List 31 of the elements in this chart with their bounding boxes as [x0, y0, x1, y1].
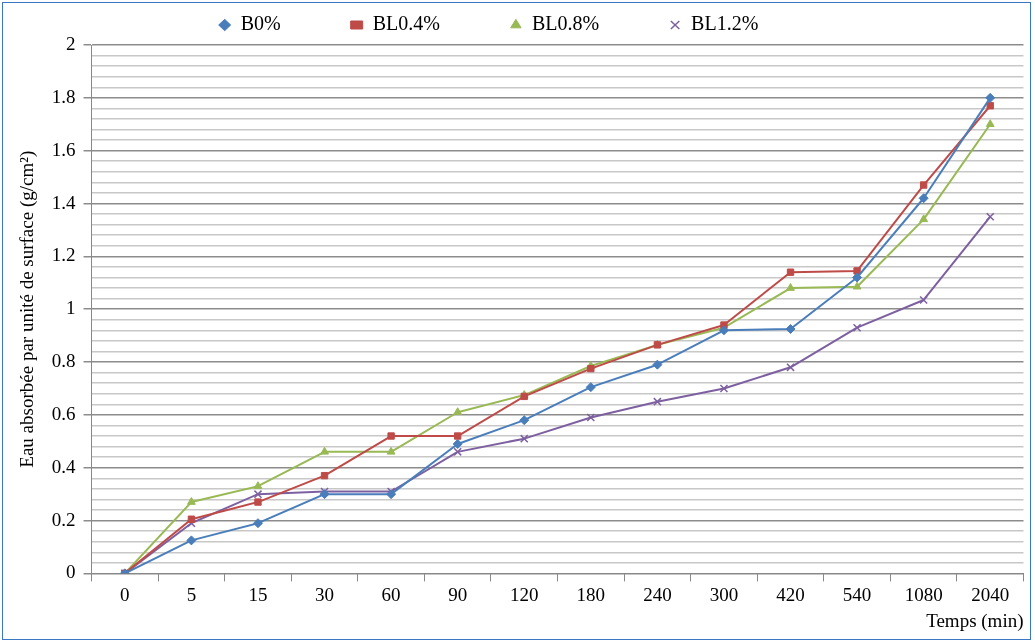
x-tick-label: 1080 [904, 583, 943, 605]
y-tick-label: 2 [66, 32, 76, 54]
y-tick-label: 0.4 [51, 455, 77, 477]
y-tick-label: 1 [66, 297, 76, 319]
y-tick-label: 1.6 [51, 138, 76, 160]
y-tick-label: 1.2 [51, 244, 76, 266]
x-tick-label: 90 [448, 583, 468, 605]
legend-label: BL1.2% [691, 12, 819, 35]
legend-label: BL0.4% [372, 12, 500, 35]
x-tick-label: 540 [842, 583, 872, 605]
legend-label: B0% [240, 12, 341, 35]
x-tick-label: 180 [576, 583, 606, 605]
x-tick-label: 120 [509, 583, 539, 605]
y-tick-label: 1.8 [51, 85, 76, 107]
x-tick-label: 240 [643, 583, 672, 605]
x-tick-label: 5 [186, 583, 197, 605]
x-tick-label: 60 [381, 583, 401, 605]
y-axis-title: Eau absorbée par unité de surface (g/cm²) [16, 150, 39, 468]
legend-label: BL0.8% [531, 12, 660, 35]
x-tick-label: 2040 [971, 583, 1010, 605]
y-tick-label: 0.8 [51, 350, 76, 372]
x-tick-label: 300 [709, 583, 739, 605]
y-tick-label: 0.6 [51, 402, 76, 424]
x-tick-label: 420 [776, 583, 805, 605]
x-tick-label: 30 [315, 583, 335, 605]
x-tick-label: 15 [248, 583, 268, 605]
x-tick-label: 0 [120, 583, 130, 605]
y-tick-label: 1.4 [51, 191, 77, 213]
x-axis-title: Temps (min) [926, 609, 1024, 632]
y-tick-label: 0.2 [51, 508, 76, 530]
y-tick-label: 0 [66, 561, 76, 583]
